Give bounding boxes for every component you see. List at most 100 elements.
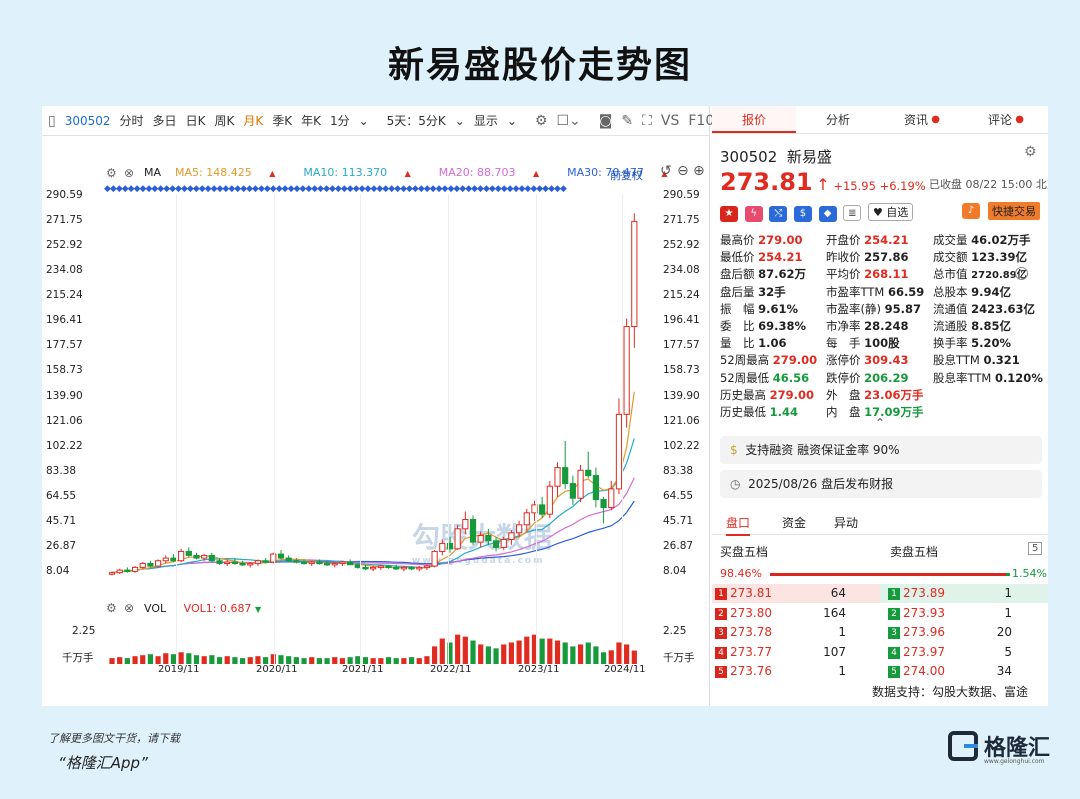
up-arrow-icon: ↑ (816, 175, 830, 194)
price-axis-label: 64.55 (46, 489, 77, 502)
f10-button[interactable]: F10 (688, 112, 715, 129)
tab-comments[interactable]: 评论 ● (988, 113, 1024, 127)
clock-icon: ◷ (730, 477, 741, 491)
buy-qty: 64 (830, 586, 846, 600)
shuffle-icon[interactable]: ⤭ (769, 206, 788, 222)
candle-body (539, 504, 546, 515)
close-icon[interactable]: ⊗ (124, 166, 135, 180)
candle-body (178, 550, 185, 562)
close-icon[interactable]: ⊗ (124, 601, 135, 615)
buy-level-row[interactable]: 5 273.76 1 (712, 662, 880, 681)
dollar-icon[interactable]: $ (793, 206, 812, 222)
tab-timeshare[interactable]: 分时 (119, 114, 144, 128)
buy-level-row[interactable]: 2 273.80 164 (712, 604, 880, 623)
tab-analysis[interactable]: 分析 (825, 113, 850, 127)
candle-body (277, 553, 285, 559)
display-select[interactable]: 显示 ⌄ (473, 114, 517, 128)
add-favorite-button[interactable]: ♥ 自选 (867, 203, 914, 221)
minus-icon[interactable]: ⊖ (677, 163, 689, 179)
tab-year-k[interactable]: 年K (301, 114, 321, 128)
stat-value: 69.38% (758, 319, 807, 333)
undo-icon[interactable]: ↺ (660, 163, 672, 179)
stat-item: 成交额 123.39亿 (933, 249, 1027, 265)
stat-value: 279.00 (758, 233, 803, 247)
stat-item: 总股本 9.94亿 (933, 284, 1011, 300)
stat-value: 0.321 (983, 353, 1020, 368)
plus-icon[interactable]: ⊕ (693, 163, 705, 179)
tab-month-k[interactable]: 月K (243, 114, 264, 128)
sidebar-toggle-icon[interactable]: ▯ (48, 112, 56, 129)
tab-week-k[interactable]: 周K (214, 114, 235, 128)
stat-item: 量 比 1.06 (720, 335, 787, 351)
sell-level-row[interactable]: 5 274.00 34 (880, 662, 1048, 681)
tab-quarter-k[interactable]: 季K (272, 114, 293, 128)
stat-item: 52周最低 46.56 (720, 370, 809, 386)
x-axis-label: 2022/11 (430, 664, 472, 675)
collapse-icon[interactable]: ⌃ (875, 416, 886, 430)
levels-toggle[interactable]: 5 (1028, 542, 1043, 555)
stat-label: 流通股 (933, 319, 972, 333)
price-axis-label: 8.04 (46, 565, 70, 577)
adjust-toggle[interactable]: 前复权 (610, 169, 643, 182)
square-icon[interactable]: ☐⌄ (556, 112, 581, 129)
sell-ratio: 1.54% (1012, 567, 1047, 580)
volume-bar (201, 656, 207, 664)
period-select[interactable]: 5天：5分K ⌄ (386, 114, 465, 128)
buy-level-row[interactable]: 1 273.81 64 (712, 584, 880, 603)
more-icon[interactable]: ⋯ (1015, 267, 1028, 280)
tab-funds[interactable]: 资金 (782, 516, 807, 530)
camera-icon[interactable]: ◙ (598, 112, 613, 129)
gear-icon[interactable]: ⚙ (106, 601, 117, 615)
lightning-icon[interactable]: ϟ (744, 206, 763, 222)
candle-body (323, 562, 331, 566)
candle-body (554, 467, 561, 487)
gear-icon[interactable]: ⚙ (106, 166, 117, 180)
flag-icon[interactable]: ★ (720, 206, 738, 222)
sell-level-row[interactable]: 4 273.97 5 (880, 643, 1048, 662)
sell-level-row[interactable]: 3 273.96 20 (880, 623, 1048, 642)
tab-quote[interactable]: 报价 (712, 106, 796, 133)
level-index: 3 (888, 627, 900, 639)
stat-value: 87.62万 (758, 267, 807, 282)
tab-news[interactable]: 资讯 ● (904, 113, 940, 127)
tab-moves[interactable]: 异动 (834, 516, 859, 530)
candle-body (108, 572, 116, 575)
quick-trade-button[interactable]: 快捷交易 (988, 202, 1040, 220)
compare-button[interactable]: VS (660, 112, 680, 129)
candle-body (208, 554, 215, 562)
minute-select[interactable]: 1分 ⌄ (329, 114, 369, 128)
note-icon[interactable]: ≣ (843, 205, 862, 221)
x-axis-label: 2019/11 (158, 664, 200, 675)
tab-day-k[interactable]: 日K (185, 114, 206, 128)
pen-icon[interactable]: ✎ (621, 112, 634, 129)
sell-level-row[interactable]: 2 273.93 1 (880, 604, 1048, 623)
volume-bar (209, 655, 215, 664)
report-info: ◷ 2025/08/26 盘后发布财报 (720, 470, 1042, 498)
fullscreen-icon[interactable]: ⛶ (642, 112, 652, 129)
bell-icon[interactable]: ♪ (962, 203, 980, 219)
tag-icon[interactable]: ◆ (818, 206, 837, 222)
sell-level-row[interactable]: 1 273.89 1 (880, 584, 1048, 603)
candle-body (416, 566, 423, 570)
stock-code[interactable]: 300502 (64, 113, 111, 128)
settings-icon[interactable]: ⚙ (1024, 144, 1037, 160)
volume-chart[interactable] (104, 618, 664, 666)
stat-label: 最高价 (720, 233, 759, 247)
candlestick-chart[interactable] (104, 194, 664, 669)
grid-line (274, 194, 275, 666)
price-axis-label: 83.38 (46, 464, 77, 477)
up-arrow-icon: ▲ (661, 169, 668, 178)
volume-bar (286, 656, 292, 664)
buy-level-row[interactable]: 3 273.78 1 (712, 623, 880, 642)
volume-bar (224, 656, 230, 664)
price-axis-label: 102.22 (663, 439, 700, 452)
volume-bar (539, 638, 545, 664)
tab-multiday[interactable]: 多日 (152, 114, 177, 128)
data-source: 数据支持：勾股大数据、富途 (872, 685, 1029, 699)
sell-price: 273.97 (903, 644, 945, 659)
tab-book[interactable]: 盘口 (726, 514, 751, 536)
vol-unit-left: 千万手 (62, 652, 94, 664)
buy-level-row[interactable]: 4 273.77 107 (712, 643, 880, 662)
settings-icon[interactable]: ⚙ (534, 112, 548, 129)
stat-label: 换手率 (933, 336, 972, 351)
